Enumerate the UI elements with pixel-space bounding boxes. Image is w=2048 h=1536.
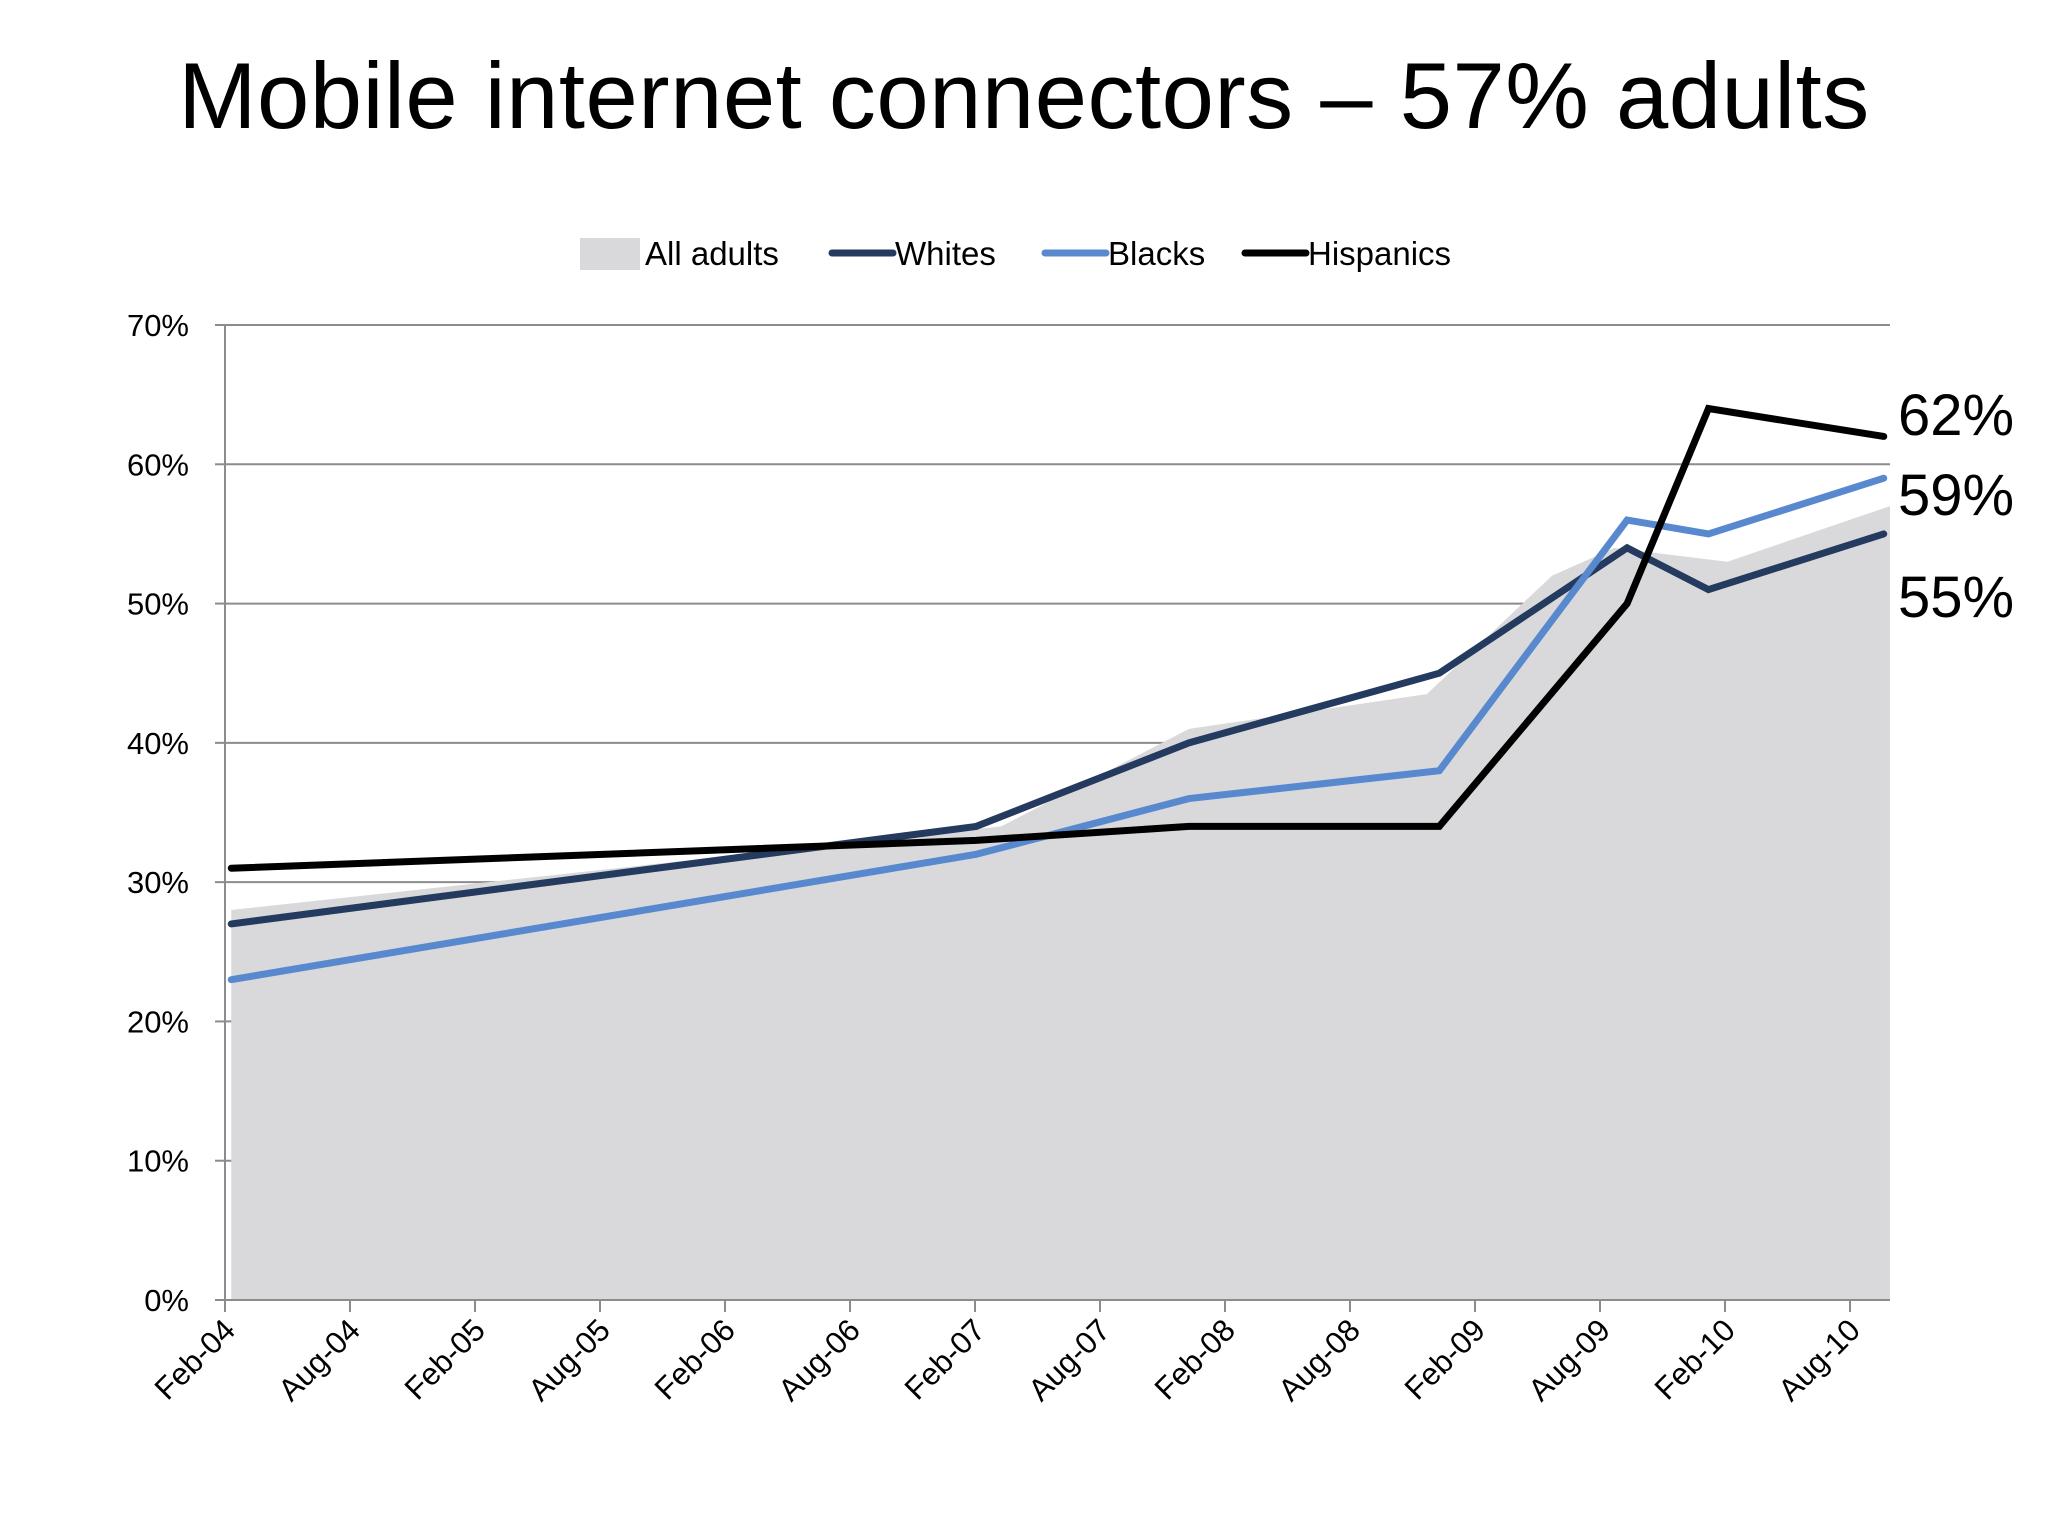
- y-tick-label: 50%: [127, 587, 189, 622]
- end-label: 59%: [1898, 463, 2014, 528]
- series-line-hispanics: [227, 404, 1888, 872]
- series-line-whites: [227, 530, 1888, 928]
- x-tick-label: Aug-10: [1772, 1312, 1867, 1407]
- y-tick-label: 30%: [127, 865, 189, 900]
- x-tick-label: Feb-04: [148, 1312, 242, 1406]
- x-tick-label: Aug-05: [522, 1312, 617, 1407]
- legend-label: Blacks: [1108, 235, 1205, 272]
- y-tick-label: 60%: [127, 447, 189, 482]
- legend-label: Whites: [895, 235, 996, 272]
- x-tick-label: Feb-05: [398, 1312, 492, 1406]
- y-tick-label: 10%: [127, 1144, 189, 1179]
- x-tick-label: Feb-06: [648, 1312, 742, 1406]
- x-tick-label: Aug-06: [772, 1312, 867, 1407]
- y-tick-label: 20%: [127, 1004, 189, 1039]
- x-tick-label: Feb-09: [1398, 1312, 1492, 1406]
- y-tick-label: 40%: [127, 726, 189, 761]
- y-tick-label: 0%: [144, 1283, 189, 1318]
- y-tick-label: 70%: [127, 308, 189, 343]
- x-tick-label: Aug-07: [1022, 1312, 1117, 1407]
- chart-title: Mobile internet connectors – 57% adults: [178, 43, 1870, 148]
- x-tick-label: Feb-10: [1648, 1312, 1742, 1406]
- end-label: 55%: [1898, 565, 2014, 630]
- legend-label: Hispanics: [1308, 235, 1451, 272]
- x-tick-label: Aug-04: [272, 1312, 367, 1407]
- legend-label: All adults: [645, 235, 779, 272]
- end-label: 62%: [1898, 383, 2014, 448]
- area-all-adults: [231, 506, 1890, 1301]
- legend-swatch-all-adults: [580, 238, 640, 270]
- x-tick-label: Aug-08: [1272, 1312, 1367, 1407]
- x-tick-label: Feb-07: [898, 1312, 992, 1406]
- x-tick-label: Feb-08: [1148, 1312, 1242, 1406]
- series-line-blacks: [227, 474, 1888, 984]
- x-tick-label: Aug-09: [1522, 1312, 1617, 1407]
